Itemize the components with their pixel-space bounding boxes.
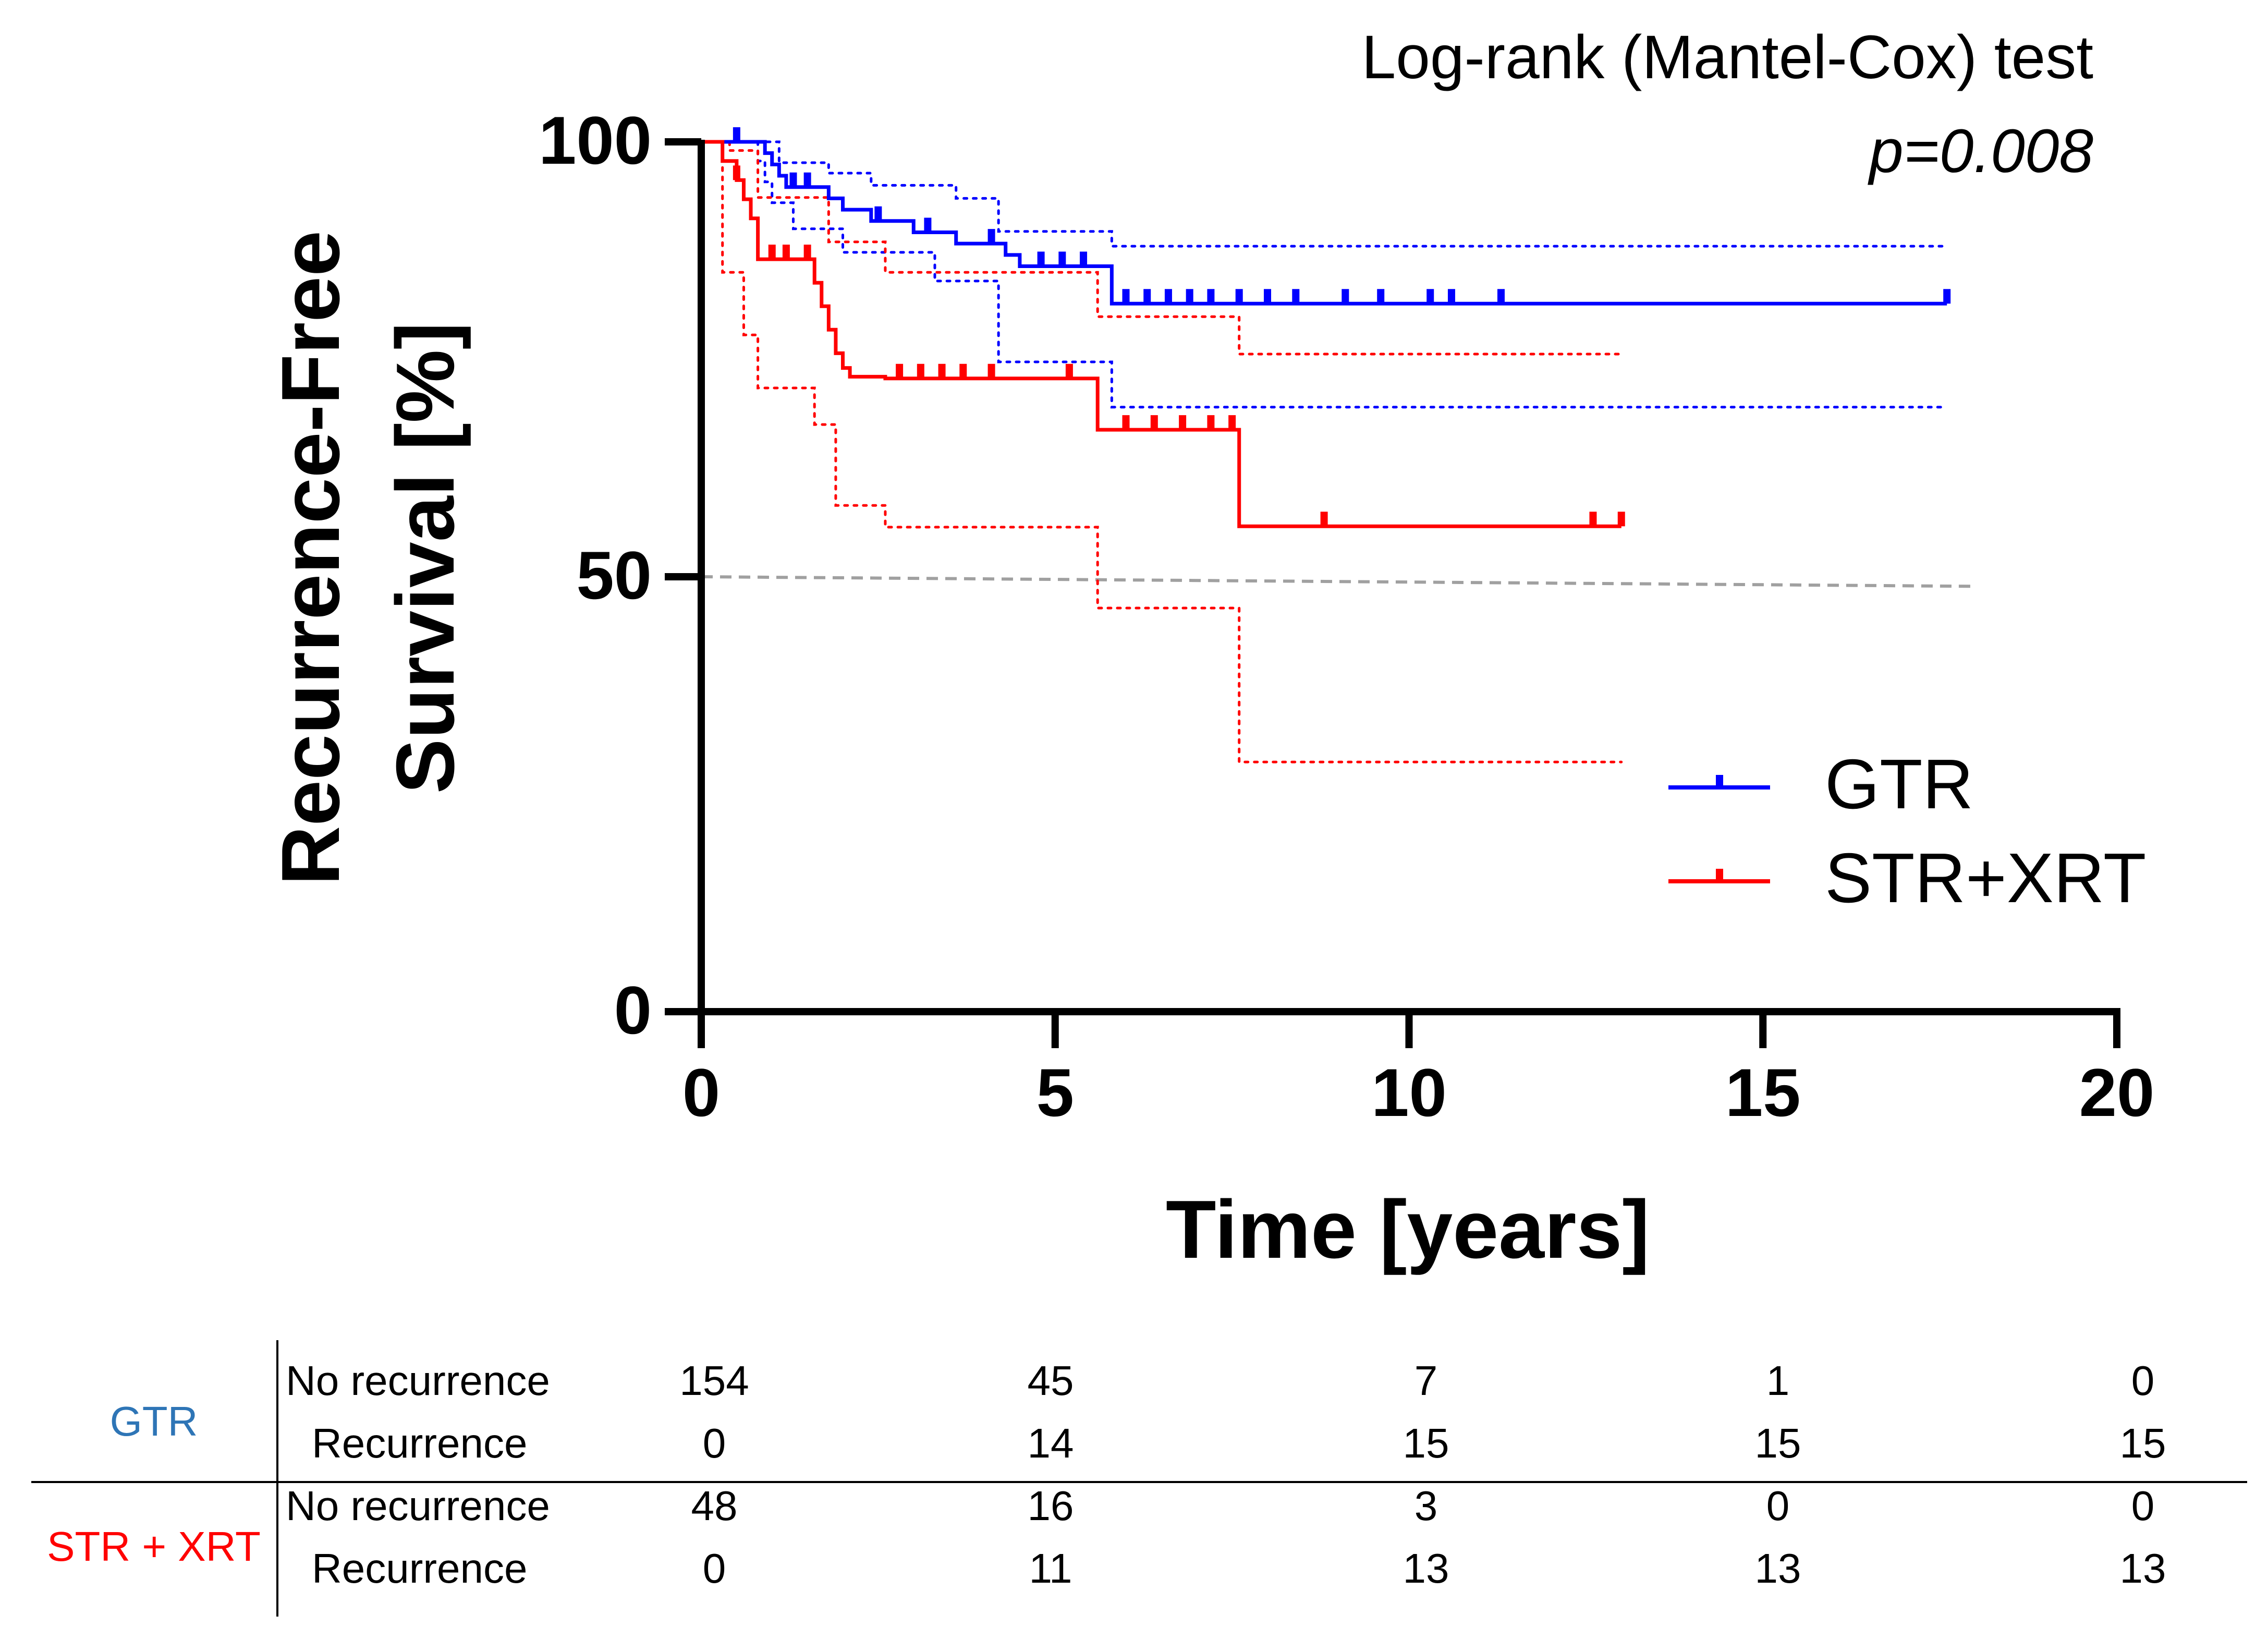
risk-cell: 154 (679, 1357, 749, 1404)
risk-cell: 7 (1414, 1357, 1438, 1404)
survival-curve-gtr (701, 140, 1947, 306)
ci-upper-str-xrt (700, 140, 1623, 356)
risk-row-label: No recurrence (286, 1357, 550, 1404)
reference-line-50 (701, 575, 1976, 588)
risk-cell: 13 (1754, 1545, 1801, 1592)
risk-cell: 45 (1027, 1357, 1074, 1404)
risk-cell: 16 (1027, 1483, 1074, 1529)
y-axis-label: Recurrence-Free Survival [%] (265, 230, 471, 885)
legend-label-str-xrt: STR+XRT (1825, 839, 2146, 917)
risk-cell: 0 (2131, 1483, 2155, 1529)
legend: GTR STR+XRT (1668, 745, 2146, 917)
risk-group-gtr: GTR (109, 1398, 198, 1444)
y-axis-label-line1: Recurrence-Free (265, 230, 357, 885)
x-tick-label: 20 (2079, 1054, 2155, 1131)
risk-cell: 14 (1027, 1420, 1074, 1466)
x-tick-label: 0 (682, 1054, 720, 1131)
x-tick-label: 15 (1725, 1054, 1801, 1131)
risk-row-label: No recurrence (286, 1483, 550, 1529)
risk-table-horizontal-divider (31, 1481, 2247, 1483)
risk-table: GTR STR + XRT No recurrence Recurrence N… (0, 1335, 2268, 1627)
risk-cell: 1 (1766, 1357, 1790, 1404)
reference-line-layer (701, 575, 1976, 588)
x-axis-label: Time [years] (1166, 1184, 1650, 1276)
risk-cell: 11 (1029, 1545, 1072, 1592)
y-axis-label-line2: Survival [%] (380, 322, 471, 794)
risk-cell: 0 (702, 1420, 726, 1466)
y-tick-label: 50 (576, 537, 652, 613)
legend-label-gtr: GTR (1825, 745, 1973, 823)
risk-cell: 13 (1403, 1545, 1449, 1592)
risk-cell: 0 (2131, 1357, 2155, 1404)
survival-curve-layer (701, 140, 1947, 528)
risk-cell: 13 (2119, 1545, 2166, 1592)
x-tick-label: 10 (1371, 1054, 1447, 1131)
risk-cell: 3 (1414, 1483, 1438, 1529)
x-tick-label: 5 (1037, 1054, 1074, 1131)
risk-cell: 15 (2119, 1420, 2166, 1466)
risk-cell: 0 (1766, 1483, 1790, 1529)
risk-cell: 15 (1754, 1420, 1801, 1466)
risk-table-vertical-divider (276, 1340, 278, 1617)
axes-layer: 0 50 100 0 5 10 15 20 (539, 102, 2154, 1131)
ci-upper-gtr (700, 140, 1948, 248)
confidence-band-layer (700, 140, 1948, 763)
risk-group-str-xrt: STR + XRT (47, 1523, 261, 1570)
risk-row-label: Recurrence (312, 1420, 528, 1466)
chart-subtitle: p=0.008 (1868, 117, 2093, 186)
ci-lower-str-xrt (700, 140, 1623, 763)
risk-cell: 48 (691, 1483, 738, 1529)
y-tick-label: 100 (539, 102, 652, 178)
risk-cell: 0 (702, 1545, 726, 1592)
risk-row-label: Recurrence (312, 1545, 528, 1592)
risk-cell: 15 (1403, 1420, 1449, 1466)
censor-mark-layer (733, 127, 1951, 527)
ci-lower-gtr (700, 140, 1948, 409)
chart-title: Log-rank (Mantel-Cox) test (1362, 23, 2093, 92)
y-tick-label: 0 (614, 972, 652, 1048)
